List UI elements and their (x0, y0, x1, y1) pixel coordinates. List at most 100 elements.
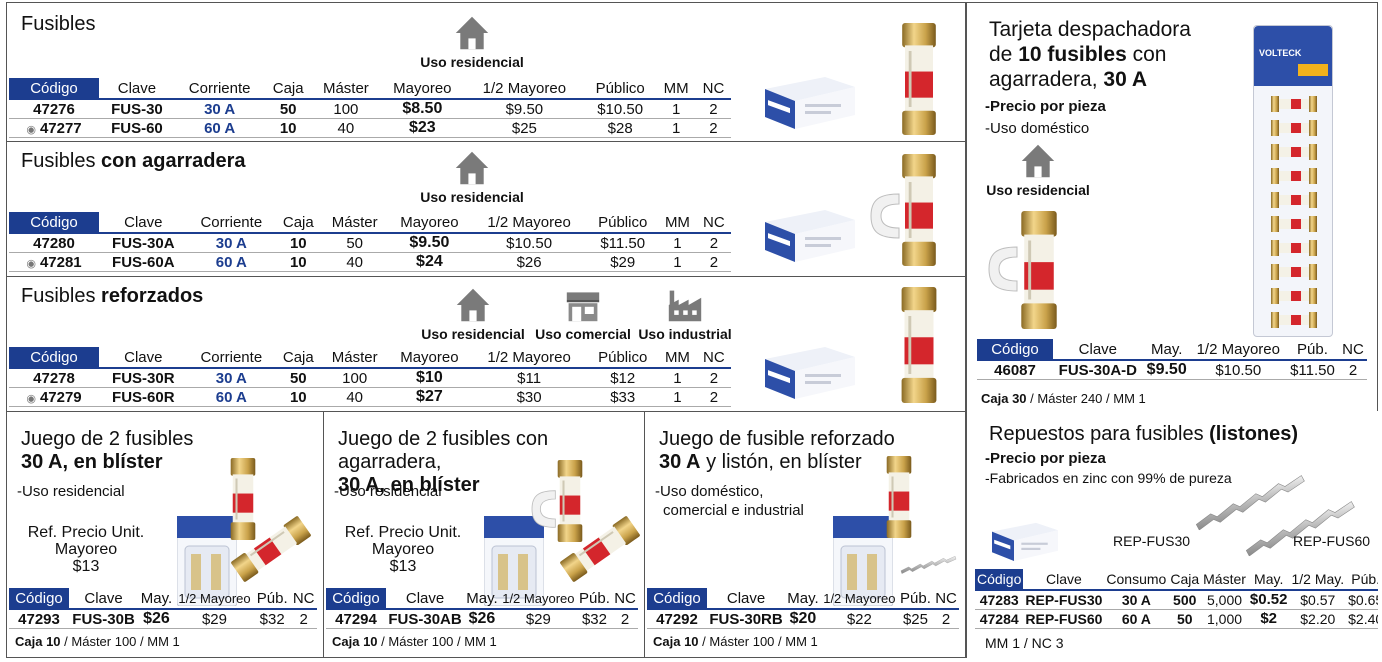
card-tag (1298, 64, 1328, 76)
col-master: Máster (331, 213, 378, 231)
product-table: Código Clave Consumo Caja Máster May. 1/… (975, 569, 1378, 629)
ref-sub: Mayoreo (371, 541, 435, 558)
cell-master: 5,000 (1201, 590, 1248, 610)
col-corriente: Corriente (200, 348, 263, 366)
cell-caja: 10 (264, 118, 312, 138)
cell-nc: 2 (290, 609, 317, 629)
title-line-2: 30 A, en blíster (338, 474, 480, 496)
cell-consumo: 30 A (1104, 590, 1169, 610)
title-line-1: Juego de 2 fusibles (21, 428, 194, 450)
cell-publico: $12 (587, 368, 659, 388)
bullet-precio: -Precio por pieza (985, 450, 1106, 467)
packaging-note: Caja 10 / Máster 100 / MM 1 (15, 634, 180, 649)
cell-nc: 2 (695, 99, 731, 119)
col-may: May. (1254, 571, 1284, 587)
section-title: Repuestos para fusibles (listones) (989, 423, 1298, 446)
col-publico: Público (598, 213, 648, 231)
cell-medio: $26 (470, 252, 588, 272)
cell-mayoreo: $9.50 (387, 233, 471, 253)
col-clave: Clave (124, 348, 163, 366)
col-master: Máster (331, 348, 378, 366)
cell-code: 47276 (9, 99, 99, 119)
cell-caja: 50 (275, 368, 322, 388)
section-blister-2-fusibles: Juego de 2 fusibles 30 A, en blíster -Us… (6, 411, 324, 658)
table-row: 47293 FUS-30B $26 $29 $32 2 (9, 609, 317, 629)
cell-nc: 2 (695, 118, 731, 138)
col-nc: NC (703, 213, 725, 231)
cell-clave: REP-FUS30 (1023, 590, 1105, 610)
col-clave: Clave (1078, 340, 1118, 358)
product-table: Código Clave Corriente Caja Máster Mayor… (9, 212, 731, 272)
title-line-2: de 10 fusibles con (989, 43, 1167, 66)
cell-nc: 2 (696, 387, 731, 407)
cell-mm: 1 (658, 233, 697, 253)
bullet-precio: -Precio por pieza (985, 98, 1106, 115)
reference-price: Ref. Precio Unit. Mayoreo $13 (338, 524, 468, 575)
cell-pub: $11.50 (1285, 360, 1340, 380)
cell-caja: 10 (275, 387, 322, 407)
cell-caja: 50 (1168, 609, 1202, 629)
strip-label-30: REP-FUS30 (1113, 533, 1191, 549)
cell-may: $2 (1247, 609, 1290, 629)
section-title: Fusibles con agarradera (21, 150, 246, 173)
cell-corriente: 60 A (187, 387, 276, 407)
col-pub: Púb. (579, 589, 610, 607)
eye-icon[interactable]: ◉ (26, 123, 36, 136)
cell-medio: $9.50 (464, 99, 584, 119)
cell-mayoreo: $23 (379, 118, 465, 138)
house-icon (454, 150, 490, 186)
col-clave: Clave (405, 589, 445, 607)
cell-master: 100 (311, 99, 380, 119)
cell-nc: 2 (696, 368, 731, 388)
section-fusibles-reforzados: Fusibles reforzados Uso residencial Uso … (6, 276, 966, 412)
cell-clave: FUS-60R (99, 387, 188, 407)
cell-publico: $28 (583, 118, 657, 138)
col-master: Máster (1203, 571, 1246, 587)
col-caja: Caja (282, 213, 314, 231)
bullet-uso-cont: comercial e industrial (663, 502, 804, 519)
cell-caja: 10 (275, 233, 322, 253)
eye-icon[interactable]: ◉ (26, 392, 36, 405)
code-text: 47277 (39, 119, 82, 137)
cell-corriente: 60 A (187, 252, 276, 272)
col-pub: Púb. (1351, 571, 1378, 587)
section-title: Tarjeta despachadora de 10 fusibles con … (989, 17, 1191, 92)
cell-medio: $11 (470, 368, 588, 388)
product-table: Código Clave May. 1/2 Mayoreo Púb. NC 47… (326, 588, 638, 629)
eye-icon[interactable]: ◉ (26, 257, 36, 270)
cell-publico: $29 (587, 252, 659, 272)
fuse-image (1019, 211, 1059, 329)
col-clave: Clave (1045, 571, 1082, 587)
col-medio-mayoreo: 1/2 Mayoreo (482, 79, 567, 97)
ref-price: $13 (72, 558, 100, 575)
col-medio-mayoreo: 1/2 Mayoreo (823, 590, 896, 606)
cell-code: 47280 (9, 233, 99, 253)
cell-code: 47283 (975, 590, 1024, 610)
cell-nc: 2 (612, 609, 638, 629)
col-codigo: Código (9, 212, 99, 233)
table-row: 47294 FUS-30AB $26 $29 $32 2 (326, 609, 638, 629)
col-codigo: Código (326, 588, 386, 609)
col-corriente: Corriente (188, 79, 251, 97)
col-mm: MM (664, 348, 690, 366)
cell-mayoreo: $10 (387, 368, 471, 388)
title-line-2: 30 A y listón, en blíster (659, 451, 862, 473)
fuse-image (556, 460, 584, 542)
col-clave: Clave (117, 79, 157, 97)
cell-may: $26 (138, 609, 175, 629)
table-row: 47283 REP-FUS30 30 A 500 5,000 $0.52 $0.… (975, 590, 1378, 610)
cell-caja: 50 (264, 99, 312, 119)
col-may: May. (1150, 340, 1183, 358)
cell-mayoreo: $27 (387, 387, 471, 407)
title-text: Fusibles con agarradera (21, 150, 246, 172)
brand-logo: VOLTECK (1259, 48, 1302, 58)
house-icon (454, 15, 490, 51)
cell-nc: 2 (933, 609, 959, 629)
cell-clave: FUS-30A-D (1053, 360, 1143, 380)
bullet-material: -Fabricados en zinc con 99% de pureza (985, 470, 1232, 486)
cell-medio: $29 (499, 609, 577, 629)
col-corriente: Corriente (200, 213, 263, 231)
col-pub: Púb. (256, 589, 288, 607)
cell-publico: $33 (587, 387, 659, 407)
strip-label-60: REP-FUS60 (1293, 533, 1371, 549)
